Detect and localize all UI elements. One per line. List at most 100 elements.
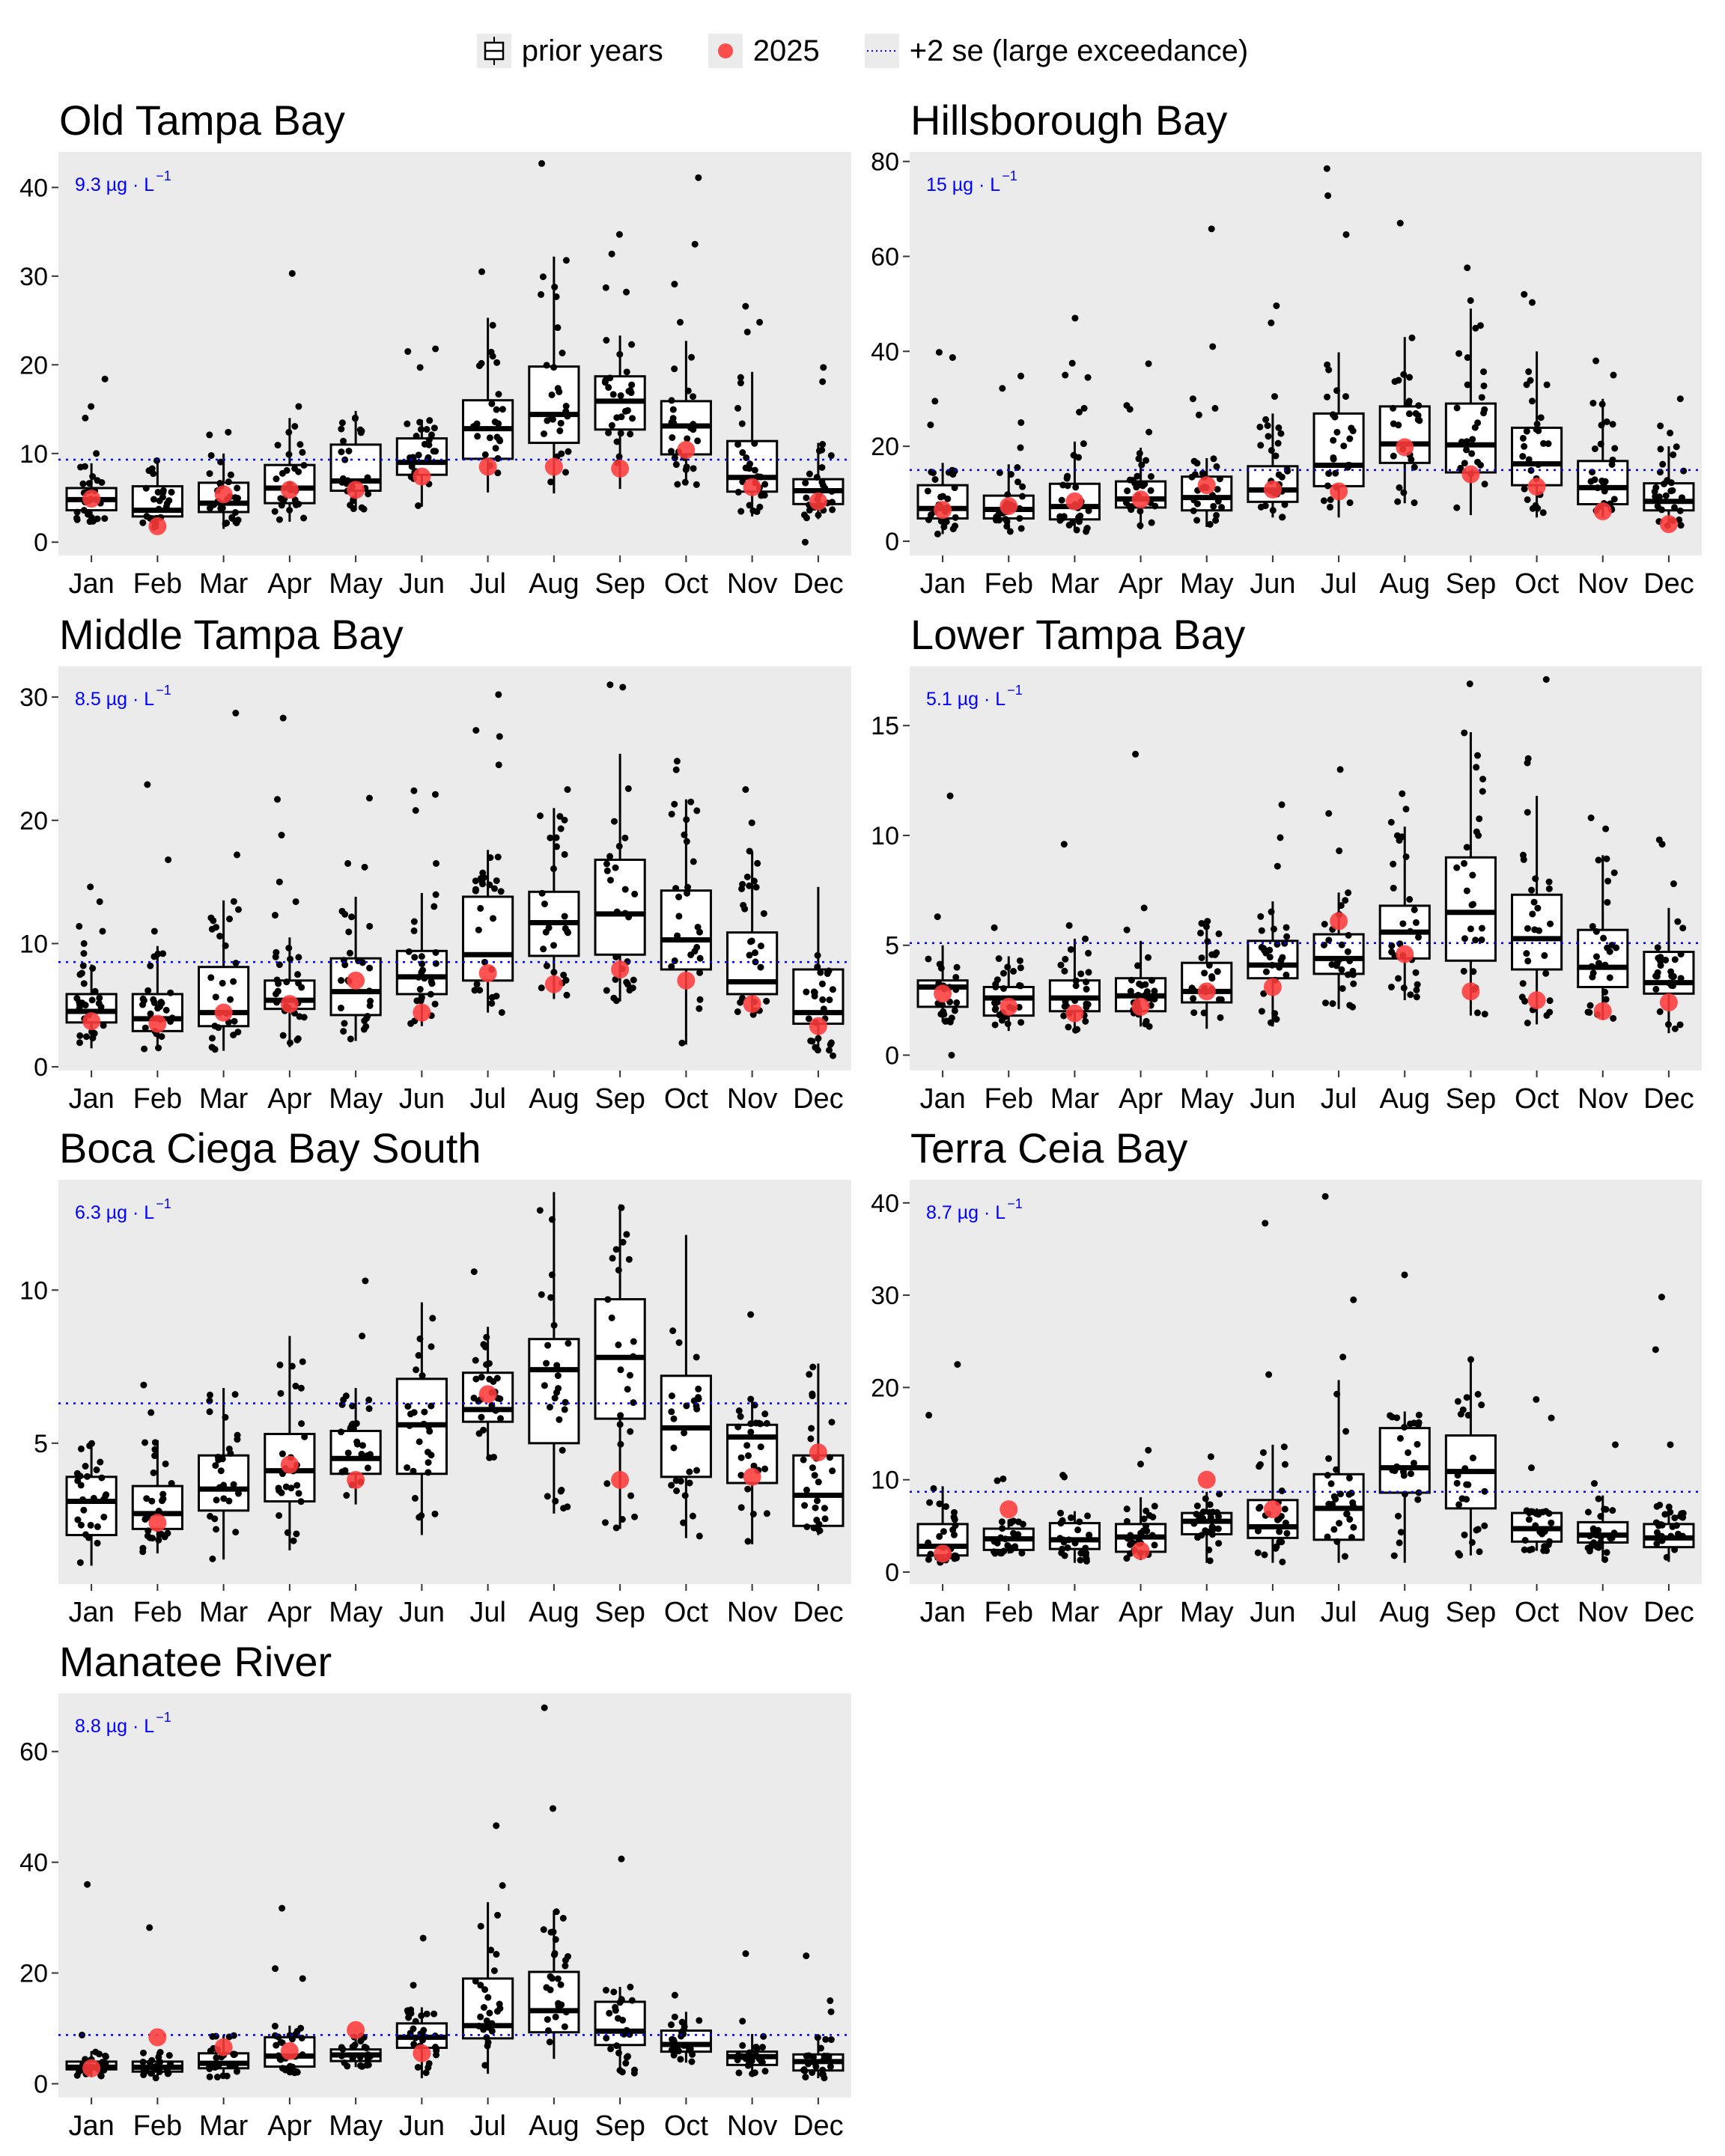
prior-point	[1453, 1479, 1461, 1487]
prior-point	[300, 514, 308, 522]
x-tick-label-dec: Dec	[793, 1083, 844, 1115]
prior-point	[998, 1518, 1006, 1526]
prior-point	[1336, 766, 1344, 773]
prior-point	[1201, 969, 1208, 977]
x-tick-label-sep: Sep	[594, 1083, 645, 1115]
prior-point	[1592, 928, 1600, 935]
prior-point	[1072, 977, 1080, 984]
prior-point	[734, 1008, 741, 1015]
prior-point	[1464, 264, 1471, 272]
prior-point	[1344, 971, 1351, 978]
prior-point	[1677, 975, 1685, 982]
prior-point	[1662, 956, 1670, 963]
prior-point	[668, 1482, 675, 1489]
prior-point	[424, 455, 431, 463]
prior-point	[1608, 1534, 1616, 1541]
prior-point	[541, 1382, 548, 1389]
prior-point	[416, 986, 424, 993]
prior-point	[1258, 1008, 1265, 1015]
prior-point	[410, 918, 418, 925]
point-2025-nov	[743, 478, 761, 496]
prior-point	[1665, 1503, 1673, 1511]
prior-point	[1256, 423, 1264, 430]
prior-point	[623, 1231, 630, 1238]
prior-point	[1453, 864, 1461, 871]
y-tick-label: 0	[885, 528, 899, 556]
prior-point	[603, 1480, 611, 1487]
prior-point	[410, 1982, 417, 1989]
box-mar	[1048, 1472, 1101, 1565]
prior-point	[1057, 1509, 1065, 1517]
prior-point	[1406, 374, 1414, 381]
prior-point	[151, 1452, 159, 1460]
prior-point	[1268, 961, 1276, 969]
prior-point	[1274, 1516, 1281, 1523]
prior-point	[159, 1495, 167, 1502]
prior-point	[739, 880, 746, 888]
prior-point	[615, 231, 623, 238]
prior-point	[618, 1516, 626, 1523]
prior-point	[208, 1035, 216, 1042]
prior-point	[1595, 1495, 1602, 1502]
x-tick-label-sep: Sep	[1446, 1597, 1497, 1628]
prior-point	[1065, 922, 1073, 929]
prior-point	[351, 2041, 359, 2049]
prior-point	[612, 953, 620, 960]
prior-point	[816, 1527, 824, 1535]
prior-point	[1271, 393, 1278, 401]
prior-point	[1468, 450, 1476, 457]
prior-point	[1523, 427, 1530, 435]
prior-point	[749, 1510, 757, 1517]
prior-point	[1537, 414, 1545, 421]
prior-point	[1123, 402, 1131, 409]
y-tick-label: 20	[19, 1960, 48, 1988]
prior-point	[481, 1986, 489, 1994]
prior-point	[681, 478, 689, 486]
prior-point	[809, 1363, 817, 1371]
prior-point	[150, 953, 158, 960]
prior-point	[929, 469, 937, 477]
prior-point	[671, 2013, 678, 2021]
prior-point	[553, 293, 560, 300]
prior-point	[475, 926, 482, 934]
prior-point	[420, 2026, 428, 2034]
prior-point	[1218, 504, 1226, 511]
prior-point	[155, 505, 162, 513]
prior-point	[1343, 1510, 1351, 1517]
prior-point	[1546, 1008, 1554, 1016]
prior-point	[748, 819, 755, 826]
prior-point	[800, 511, 808, 519]
prior-point	[1345, 1490, 1353, 1498]
y-tick-label: 10	[19, 440, 48, 469]
prior-point	[486, 1454, 493, 1461]
x-tick-label-oct: Oct	[1515, 568, 1560, 600]
prior-point	[488, 2027, 496, 2035]
prior-point	[630, 1338, 637, 1345]
prior-point	[1151, 1541, 1158, 1549]
prior-point	[604, 1296, 612, 1303]
prior-point	[991, 1021, 999, 1029]
prior-point	[1396, 837, 1403, 844]
prior-point	[1525, 1516, 1533, 1523]
prior-point	[142, 484, 150, 492]
prior-point	[819, 996, 827, 1003]
prior-point	[1279, 1558, 1286, 1565]
prior-point	[206, 1408, 213, 1416]
prior-point	[477, 1922, 484, 1930]
prior-point	[231, 1391, 239, 1398]
prior-point	[496, 436, 503, 444]
prior-point	[150, 996, 157, 1003]
prior-point	[158, 1033, 165, 1041]
y-tick-label: 10	[19, 930, 48, 958]
prior-point	[747, 1395, 755, 1403]
prior-point	[1062, 371, 1069, 379]
panel-title: Boca Ciega Bay South	[59, 1124, 481, 1172]
prior-point	[1657, 422, 1664, 430]
prior-point	[763, 1510, 770, 1517]
point-2025-nov	[1593, 1002, 1612, 1020]
prior-point	[672, 885, 680, 892]
prior-point	[739, 449, 746, 457]
prior-point	[1262, 1219, 1269, 1227]
prior-point	[547, 1928, 555, 1936]
prior-point	[737, 1472, 745, 1479]
